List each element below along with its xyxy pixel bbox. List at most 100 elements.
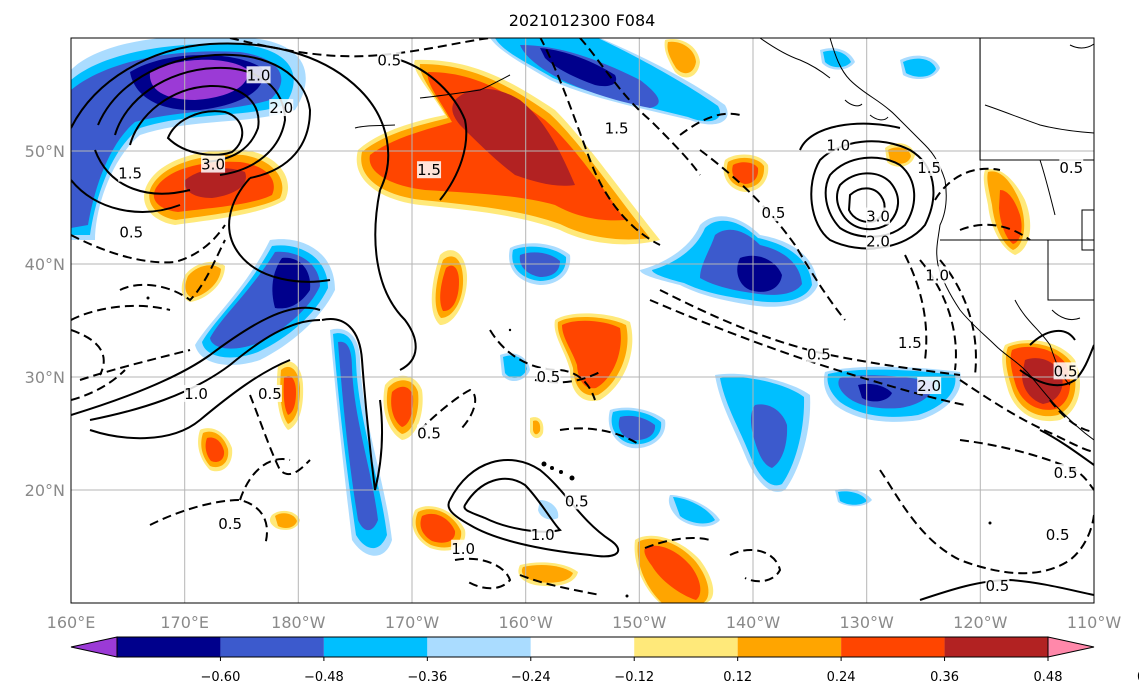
contour-label-background xyxy=(417,161,442,179)
colorbar-tick-label: 0.12 xyxy=(723,670,752,685)
latitude-tick-label: 40°N xyxy=(25,255,65,274)
positive-anomaly-west xyxy=(144,149,289,225)
contour-label-background xyxy=(417,424,442,442)
colorbar-bin xyxy=(220,637,324,657)
latitude-tick-label: 30°N xyxy=(25,368,65,387)
small-positive-anomalies xyxy=(181,39,1080,603)
contour-label-background xyxy=(866,232,891,250)
contour-label-background xyxy=(257,384,282,402)
contour-label-background xyxy=(451,539,476,557)
contour-label: 2.0 xyxy=(269,99,293,117)
colorbar-tick-label: −0.24 xyxy=(511,670,551,685)
contour-label: 0.5 xyxy=(119,223,143,241)
contour-label-background xyxy=(917,377,942,395)
contour-label-background xyxy=(377,51,402,69)
colorbar-extend-high xyxy=(1047,636,1095,658)
contour-label-background xyxy=(184,384,209,402)
colorbar-tick-label: −0.12 xyxy=(614,670,654,685)
colorbar-tick-label: −0.48 xyxy=(304,670,344,685)
islands xyxy=(146,296,992,598)
colorbar-bin xyxy=(737,637,842,657)
colorbar-tick-label: 0.60 xyxy=(1137,670,1139,685)
contour-label: 1.0 xyxy=(531,526,555,544)
contour-label: 2.0 xyxy=(866,232,890,250)
contour-label: 1.5 xyxy=(917,159,941,177)
contour-label: 1.0 xyxy=(451,540,475,558)
contour-label-background xyxy=(1059,158,1084,176)
colorbar-extend-low xyxy=(70,636,118,658)
map-frame xyxy=(70,37,1095,604)
map-title: 2021012300 F084 xyxy=(509,11,656,30)
longitude-tick-label: 170°E xyxy=(160,613,209,632)
contour-label-background xyxy=(1053,464,1078,482)
negative-anomaly-central xyxy=(195,239,392,556)
shaded-anomaly-field xyxy=(71,38,1080,603)
colorbar-tick-label: −0.60 xyxy=(201,670,241,685)
colorbar-tick-label: 0.36 xyxy=(930,670,959,685)
contour-label: 0.5 xyxy=(536,368,560,386)
colorbar-bin xyxy=(117,637,221,657)
contour-label: 0.5 xyxy=(1059,159,1083,177)
contour-label: 0.5 xyxy=(985,577,1009,595)
contour-label: 1.5 xyxy=(898,334,922,352)
contour-label-background xyxy=(925,266,950,284)
solid-contours xyxy=(71,42,1094,601)
contour-label-background xyxy=(218,514,243,532)
colorbar-frame xyxy=(116,636,1049,658)
contour-label-background xyxy=(897,334,922,352)
latitude-tick-labels: 50°N 40°N 30°N 20°N xyxy=(25,142,65,500)
contour-label: 1.5 xyxy=(605,119,629,137)
contour-label: 3.0 xyxy=(866,208,890,226)
contour-label-background xyxy=(536,368,561,385)
contour-label: 0.5 xyxy=(1054,362,1078,380)
contour-label-background xyxy=(246,66,271,84)
colorbar-bin xyxy=(944,637,1048,657)
contour-label: 1.0 xyxy=(184,385,208,403)
longitude-tick-label: 140°W xyxy=(726,613,781,632)
contour-label-background xyxy=(761,204,786,222)
contour-label-background xyxy=(806,345,831,363)
contour-label: 1.0 xyxy=(925,266,949,284)
contour-label: 0.5 xyxy=(807,345,831,363)
contour-labels: 1.0 2.0 3.0 1.5 0.5 0.5 1.5 1.5 1.0 1.5 0.5 3.0 2.0 1… xyxy=(118,51,1084,595)
negative-anomaly-140w xyxy=(500,216,961,527)
longitude-tick-label: 150°W xyxy=(612,613,667,632)
positive-anomaly-north xyxy=(356,59,660,245)
colorbar-tick-label: −0.36 xyxy=(407,670,447,685)
contour-label: 3.0 xyxy=(201,156,225,174)
longitude-tick-label: 120°W xyxy=(953,613,1008,632)
contour-label-background xyxy=(269,99,294,117)
contour-label: 0.5 xyxy=(417,425,441,443)
colorbar-bin xyxy=(427,637,531,657)
contour-label: 0.5 xyxy=(218,515,242,533)
contour-label: 0.5 xyxy=(565,492,589,510)
contour-label-background xyxy=(1045,526,1070,544)
contour-label: 0.5 xyxy=(1046,526,1070,544)
latitude-tick-label: 20°N xyxy=(25,481,65,500)
contour-label-background xyxy=(564,492,589,510)
contour-label: 1.0 xyxy=(826,136,850,154)
contour-label-background xyxy=(118,164,143,182)
colorbar: −0.60 −0.48 −0.36 −0.24 −0.12 0.12 0.24 0.36 0.4… xyxy=(70,636,1139,685)
longitude-tick-label: 160°W xyxy=(498,613,553,632)
colorbar-bin xyxy=(323,637,428,657)
contour-label: 2.0 xyxy=(917,377,941,395)
colorbar-bin xyxy=(530,637,635,657)
contour-label-background xyxy=(1053,362,1078,380)
longitude-tick-label: 130°W xyxy=(839,613,894,632)
colorbar-tick-label: 0.48 xyxy=(1034,670,1063,685)
latitude-tick-label: 50°N xyxy=(25,142,65,161)
contour-label-background xyxy=(530,526,555,544)
longitude-tick-label: 170°W xyxy=(385,613,440,632)
map-area: 1.0 2.0 3.0 1.5 0.5 0.5 1.5 1.5 1.0 1.5 0.5 3.0 2.0 1… xyxy=(71,38,1094,603)
colorbar-bin xyxy=(634,637,738,657)
colorbar-tick-label: 0.24 xyxy=(827,670,856,685)
contour-label-background xyxy=(119,223,144,241)
contour-label-background xyxy=(985,577,1010,595)
contour-label-background xyxy=(201,155,226,173)
contour-label-background xyxy=(604,119,629,137)
contour-label-background xyxy=(866,207,891,225)
colorbar-bin xyxy=(841,637,945,657)
contour-label-background xyxy=(826,136,851,154)
